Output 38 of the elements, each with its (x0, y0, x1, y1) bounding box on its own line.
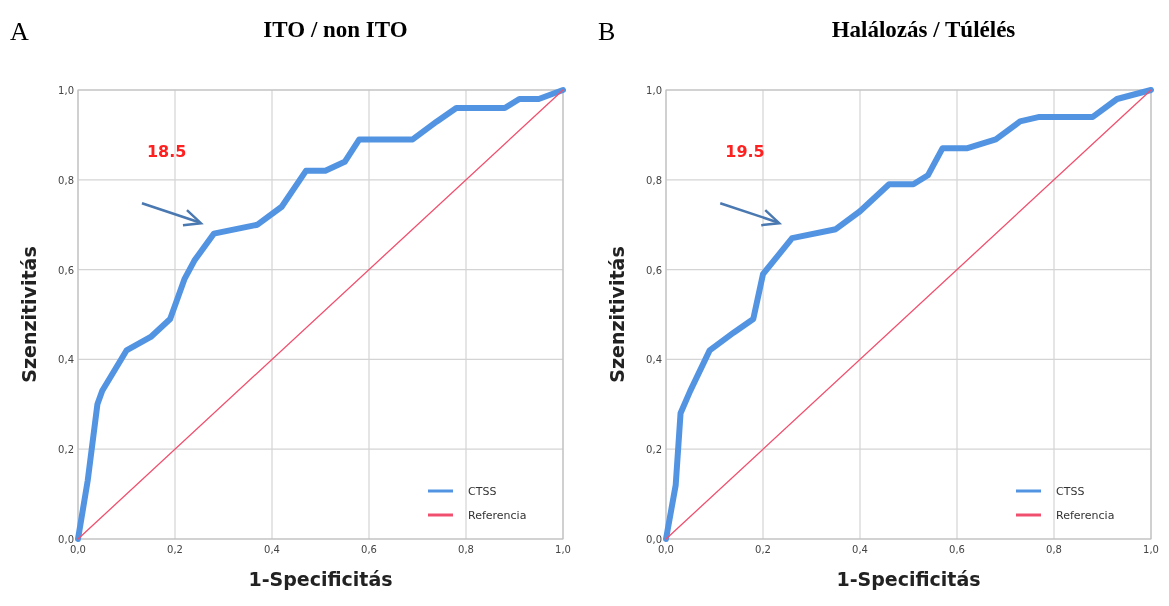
chart-title: ITO / non ITO (263, 17, 408, 42)
chart-title: Halálozás / Túlélés (831, 17, 1016, 42)
y-tick-label: 0,4 (58, 354, 74, 366)
y-tick-label: 0,8 (58, 174, 74, 186)
legend-label: CTSS (1056, 485, 1085, 498)
y-tick-label: 0,2 (646, 444, 662, 456)
x-tick-label: 0,0 (70, 544, 86, 555)
y-tick-label: 0,8 (646, 174, 662, 186)
text: A (10, 17, 29, 46)
y-tick-label: 0,6 (646, 264, 662, 276)
x-tick-label: 0,2 (167, 544, 183, 555)
x-tick-label: 1,0 (1143, 544, 1159, 555)
annotation: 18.5 (146, 142, 187, 162)
y-tick-label: 1,0 (646, 85, 662, 96)
x-tick-label: 0,8 (1046, 544, 1062, 555)
y-tick-label: 0,0 (646, 534, 662, 545)
x-tick-label: 0,6 (361, 544, 377, 555)
x-tick-label: 0,4 (264, 544, 280, 555)
legend-label: CTSS (468, 485, 497, 498)
x-tick-label: 0,6 (949, 544, 965, 555)
y-tick-label: 0,0 (58, 534, 74, 545)
legend-label: Referencia (1056, 509, 1115, 522)
y-tick-label: 0,6 (58, 264, 74, 276)
x-tick-label: 0,8 (458, 544, 474, 555)
x-tick-label: 1,0 (555, 544, 571, 555)
x-tick-label: 0,2 (755, 544, 771, 555)
y-tick-label: 0,4 (646, 354, 662, 366)
x-axis-title: 1-Specificitás (248, 568, 393, 590)
y-axis-title: Szenzitivitás (606, 246, 628, 383)
x-axis-title: 1-Specificitás (836, 568, 981, 590)
text: B (598, 17, 616, 46)
legend-label: Referencia (468, 509, 527, 522)
y-tick-label: 1,0 (58, 85, 74, 96)
x-tick-label: 0,4 (852, 544, 868, 555)
x-tick-label: 0,0 (658, 544, 674, 555)
annotation: 19.5 (725, 142, 765, 162)
y-tick-label: 0,2 (58, 444, 74, 456)
y-axis-title: Szenzitivitás (18, 246, 40, 383)
